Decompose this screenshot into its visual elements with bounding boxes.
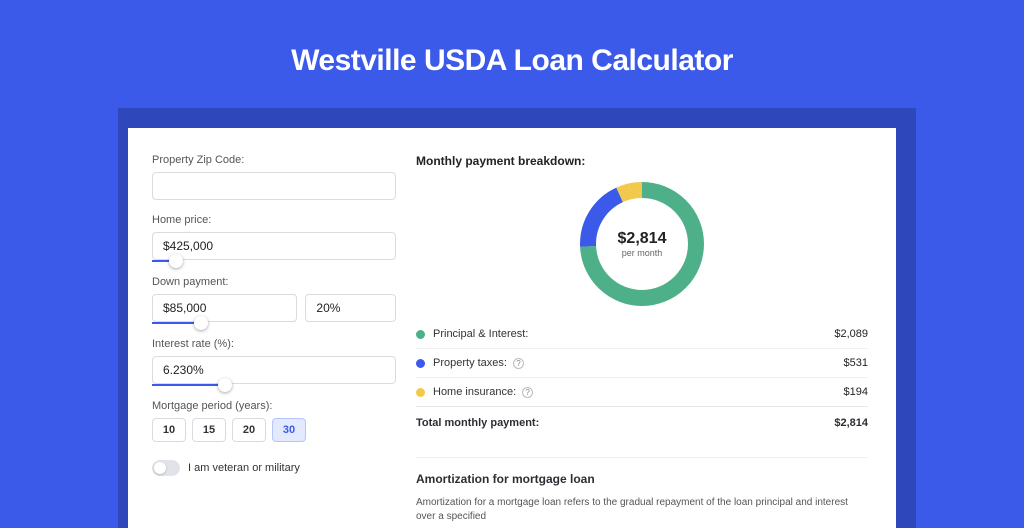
breakdown-row: Property taxes:? $531 [416, 348, 868, 377]
zip-label: Property Zip Code: [152, 154, 396, 166]
zip-field: Property Zip Code: [152, 154, 396, 200]
period-btn-20[interactable]: 20 [232, 418, 266, 442]
legend-dot [416, 330, 425, 339]
down-payment-pct-input[interactable] [305, 294, 396, 322]
down-payment-slider[interactable] [152, 322, 396, 324]
slider-fill [152, 384, 225, 386]
chart-wrap: $2,814 per month [416, 178, 868, 320]
total-row: Total monthly payment: $2,814 [416, 406, 868, 439]
slider-knob[interactable] [218, 378, 232, 392]
home-price-field: Home price: [152, 214, 396, 262]
help-icon[interactable]: ? [522, 387, 533, 398]
help-icon[interactable]: ? [513, 358, 524, 369]
breakdown-title: Monthly payment breakdown: [416, 154, 868, 168]
form-panel: Property Zip Code: Home price: Down paym… [128, 128, 408, 528]
period-btn-15[interactable]: 15 [192, 418, 226, 442]
interest-input[interactable] [152, 356, 396, 384]
breakdown-value: $531 [844, 357, 868, 369]
page-title: Westville USDA Loan Calculator [0, 0, 1024, 78]
chart-sub: per month [622, 248, 663, 258]
breakdown-label: Home insurance: [433, 386, 516, 398]
breakdown-value: $194 [844, 386, 868, 398]
veteran-row: I am veteran or military [152, 460, 396, 476]
down-payment-field: Down payment: [152, 276, 396, 324]
period-field: Mortgage period (years): 10152030 [152, 400, 396, 442]
home-price-slider[interactable] [152, 260, 396, 262]
breakdown-label: Property taxes: [433, 357, 507, 369]
interest-slider[interactable] [152, 384, 396, 386]
period-options: 10152030 [152, 418, 396, 442]
period-btn-10[interactable]: 10 [152, 418, 186, 442]
breakdown-rows: Principal & Interest: $2,089 Property taxe… [416, 320, 868, 406]
slider-knob[interactable] [194, 316, 208, 330]
down-payment-amount-input[interactable] [152, 294, 297, 322]
home-price-input[interactable] [152, 232, 396, 260]
interest-label: Interest rate (%): [152, 338, 396, 350]
zip-input[interactable] [152, 172, 396, 200]
total-value: $2,814 [834, 417, 868, 429]
breakdown-row: Principal & Interest: $2,089 [416, 320, 868, 348]
amortization-title: Amortization for mortgage loan [416, 457, 868, 486]
veteran-toggle[interactable] [152, 460, 180, 476]
breakdown-value: $2,089 [834, 328, 868, 340]
legend-dot [416, 388, 425, 397]
breakdown-panel: Monthly payment breakdown: $2,814 per mo… [408, 128, 896, 528]
slider-knob[interactable] [169, 254, 183, 268]
chart-center: $2,814 per month [580, 182, 704, 306]
interest-field: Interest rate (%): [152, 338, 396, 386]
legend-dot [416, 359, 425, 368]
period-btn-30[interactable]: 30 [272, 418, 306, 442]
veteran-label: I am veteran or military [188, 462, 300, 474]
period-label: Mortgage period (years): [152, 400, 396, 412]
total-label: Total monthly payment: [416, 417, 539, 429]
toggle-knob [154, 462, 166, 474]
down-payment-label: Down payment: [152, 276, 396, 288]
breakdown-row: Home insurance:? $194 [416, 377, 868, 406]
amortization-text: Amortization for a mortgage loan refers … [416, 496, 868, 524]
chart-amount: $2,814 [618, 230, 667, 248]
calculator-card: Property Zip Code: Home price: Down paym… [128, 128, 896, 528]
payment-donut-chart: $2,814 per month [580, 182, 704, 306]
home-price-label: Home price: [152, 214, 396, 226]
breakdown-label: Principal & Interest: [433, 328, 528, 340]
